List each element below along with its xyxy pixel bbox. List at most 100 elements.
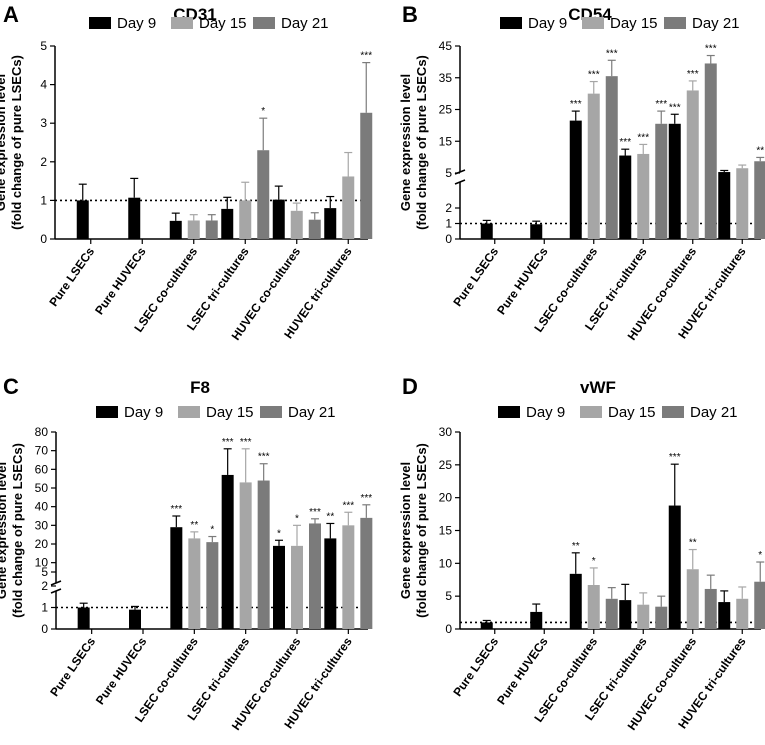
bar xyxy=(605,76,618,239)
y-tick-label: 15 xyxy=(439,524,453,538)
legend-swatch xyxy=(96,406,118,418)
legend-swatch xyxy=(500,17,522,29)
significance-label: *** xyxy=(669,452,681,463)
significance-label: * xyxy=(277,528,281,539)
significance-label: *** xyxy=(588,70,600,81)
legend-swatch xyxy=(582,17,604,29)
y-tick-label: 70 xyxy=(35,444,49,458)
legend-swatch xyxy=(662,406,684,418)
legend-label: Day 9 xyxy=(528,15,567,32)
y-tick-label: 50 xyxy=(35,481,49,495)
x-tick-label: Pure LSECs xyxy=(450,244,501,309)
panel-letter: B xyxy=(402,2,418,27)
y-tick-label: 5 xyxy=(40,39,47,53)
axis-break-mark xyxy=(50,588,62,594)
y-tick-label: 20 xyxy=(439,491,453,505)
significance-label: *** xyxy=(258,452,270,463)
significance-label: *** xyxy=(606,48,618,59)
bar xyxy=(704,63,717,240)
y-tick-label: 40 xyxy=(35,500,49,514)
y-tick-label: 2 xyxy=(41,579,48,593)
panel-letter: A xyxy=(3,2,19,27)
bar xyxy=(530,224,543,239)
bar xyxy=(76,200,89,239)
significance-label: *** xyxy=(705,44,717,55)
bar xyxy=(257,150,270,239)
legend-label: Day 21 xyxy=(288,404,336,421)
bar xyxy=(308,219,321,239)
bar xyxy=(569,120,582,239)
bar xyxy=(668,505,681,629)
chart-title: vWF xyxy=(580,378,616,397)
bar xyxy=(257,480,270,629)
legend-label: Day 21 xyxy=(690,404,738,421)
bar xyxy=(324,538,337,629)
significance-label: *** xyxy=(170,504,182,515)
bar xyxy=(169,220,182,239)
y-tick-label: 45 xyxy=(439,39,453,53)
y-tick-label: 60 xyxy=(35,462,49,476)
bar xyxy=(587,585,600,629)
y-axis-label: (fold change of pure LSECs) xyxy=(414,443,429,618)
bar xyxy=(221,208,234,239)
panel-letter: C xyxy=(3,374,19,399)
axis-break-mark xyxy=(50,580,62,586)
bar xyxy=(129,609,141,629)
legend-label: Day 21 xyxy=(692,15,740,32)
x-tick-label: Pure LSECs xyxy=(450,634,501,699)
significance-label: * xyxy=(758,550,762,561)
bar xyxy=(619,600,632,629)
significance-label: *** xyxy=(222,437,234,448)
significance-label: * xyxy=(592,556,596,567)
y-axis-label: Gene expression level xyxy=(0,74,8,211)
significance-label: *** xyxy=(619,137,631,148)
significance-label: *** xyxy=(687,69,699,80)
legend-swatch xyxy=(664,17,686,29)
significance-label: ** xyxy=(689,538,697,549)
x-tick-label: Pure LSECs xyxy=(46,244,97,309)
bar xyxy=(272,199,285,239)
legend-swatch xyxy=(498,406,520,418)
bar xyxy=(754,581,765,629)
bar xyxy=(686,90,699,239)
significance-label: *** xyxy=(570,99,582,110)
bar xyxy=(480,622,493,629)
significance-label: *** xyxy=(360,51,372,62)
bar xyxy=(619,155,632,239)
bar xyxy=(704,588,717,629)
y-tick-label: 35 xyxy=(439,71,453,85)
bar xyxy=(324,208,337,239)
bar xyxy=(290,210,303,239)
y-tick-label: 10 xyxy=(439,556,453,570)
bar xyxy=(205,220,218,239)
y-tick-label: 0 xyxy=(40,232,47,246)
y-tick-label: 10 xyxy=(35,556,49,570)
y-tick-label: 4 xyxy=(40,78,47,92)
y-tick-label: 0 xyxy=(41,622,48,636)
y-tick-label: 15 xyxy=(439,134,453,148)
bar xyxy=(77,607,90,629)
y-axis-label: Gene expression level xyxy=(398,74,413,211)
bar xyxy=(128,197,141,239)
bar xyxy=(221,474,234,629)
y-tick-label: 0 xyxy=(445,232,452,246)
bar xyxy=(637,604,650,629)
legend-swatch xyxy=(253,17,275,29)
significance-label: *** xyxy=(240,437,252,448)
bar xyxy=(206,542,219,629)
bar xyxy=(291,545,303,629)
y-tick-label: 1 xyxy=(445,217,452,231)
chart-title: F8 xyxy=(190,378,210,397)
y-tick-label: 0 xyxy=(445,622,452,636)
y-tick-label: 1 xyxy=(40,193,47,207)
significance-label: *** xyxy=(655,99,667,110)
bar xyxy=(736,168,749,239)
y-axis-label: Gene expression level xyxy=(0,462,9,599)
y-tick-label: 25 xyxy=(439,103,453,117)
legend-swatch xyxy=(580,406,602,418)
significance-label: * xyxy=(261,106,265,117)
y-axis-label: (fold change of pure LSECs) xyxy=(9,55,24,230)
